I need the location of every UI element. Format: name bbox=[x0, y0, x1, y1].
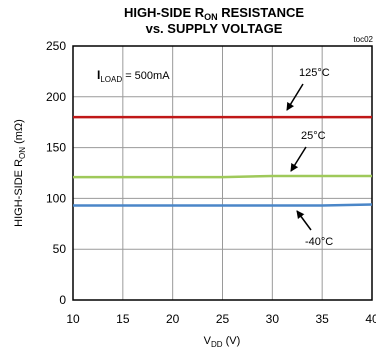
y-tick-label: 100 bbox=[46, 191, 66, 205]
x-tick-label: 15 bbox=[116, 312, 130, 326]
y-tick-labels: 0 50 100 150 200 250 bbox=[46, 39, 66, 307]
y-tick-label: 50 bbox=[53, 242, 67, 256]
y-tick-label: 150 bbox=[46, 141, 66, 155]
chart-title-line1: HIGH-SIDE RON RESISTANCE bbox=[124, 5, 304, 22]
figure-id: toc02 bbox=[353, 35, 373, 44]
x-tick-labels: 10 15 20 25 30 35 40 bbox=[66, 312, 376, 326]
x-tick-label: 20 bbox=[166, 312, 180, 326]
x-tick-label: 25 bbox=[216, 312, 230, 326]
y-tick-label: 200 bbox=[46, 90, 66, 104]
load-condition-label: ILOAD = 500mA bbox=[97, 68, 170, 84]
plot-frame bbox=[72, 45, 373, 301]
y-tick-label: 0 bbox=[59, 293, 66, 307]
series-line-25c bbox=[73, 174, 372, 179]
y-tick-label: 250 bbox=[46, 39, 66, 53]
chart-title-line2: vs. SUPPLY VOLTAGE bbox=[146, 21, 283, 36]
series-line-minus40c bbox=[73, 203, 373, 207]
x-tick-label: 35 bbox=[315, 312, 329, 326]
grid bbox=[72, 45, 373, 301]
series-label-125c: 125°C bbox=[299, 67, 330, 79]
x-tick-label: 30 bbox=[266, 312, 280, 326]
x-tick-label: 10 bbox=[66, 312, 80, 326]
y-axis-label: HIGH-SIDE RON (mΩ) bbox=[13, 119, 27, 227]
series-label-25c: 25°C bbox=[301, 130, 326, 142]
series-arrow-25c bbox=[290, 146, 307, 172]
series-arrow-125c bbox=[286, 83, 304, 111]
series-arrow-minus40c bbox=[296, 210, 312, 231]
series-label-minus40c: -40°C bbox=[305, 236, 333, 248]
x-tick-label: 40 bbox=[365, 312, 376, 326]
series-lines bbox=[73, 115, 373, 207]
x-axis-label: VDD (V) bbox=[204, 335, 241, 349]
